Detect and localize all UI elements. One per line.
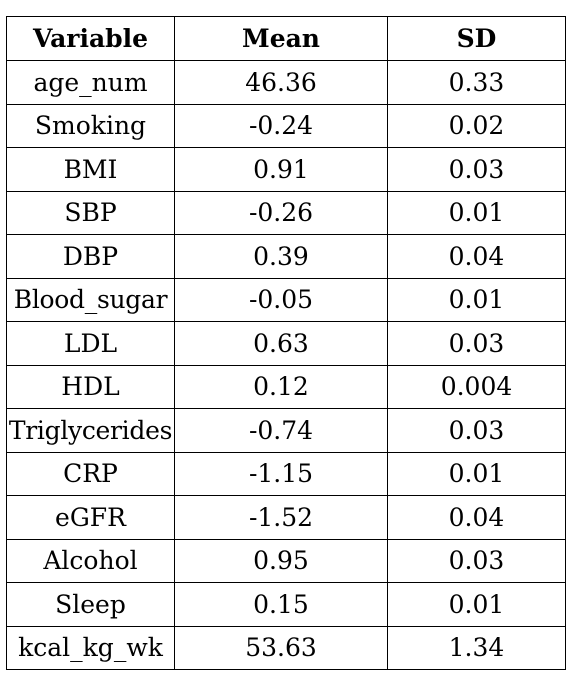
table-row: age_num 46.36 0.33 [6,60,566,105]
mean-cell: -0.05 [174,277,388,322]
table-row: HDL 0.12 0.004 [6,364,566,409]
variable-cell: eGFR [6,495,175,540]
sd-cell: 1.34 [387,625,566,670]
mean-cell: -1.15 [174,451,388,496]
variable-cell: DBP [6,234,175,279]
variable-cell: Alcohol [6,538,175,583]
sd-cell: 0.01 [387,277,566,322]
mean-cell: 53.63 [174,625,388,670]
variable-cell: BMI [6,147,175,192]
table-row: DBP 0.39 0.04 [6,234,566,279]
sd-cell: 0.03 [387,538,566,583]
variable-cell: kcal_kg_wk [6,625,175,670]
mean-cell: -0.24 [174,103,388,148]
mean-cell: -0.26 [174,190,388,235]
table-body: age_num 46.36 0.33 Smoking -0.24 0.02 BM… [6,60,566,670]
header-row: Variable Mean SD [6,16,566,61]
table-row: LDL 0.63 0.03 [6,321,566,366]
mean-cell: 0.63 [174,321,388,366]
table-row: Triglycerides -0.74 0.03 [6,408,566,453]
mean-cell: 0.12 [174,364,388,409]
table-row: Sleep 0.15 0.01 [6,582,566,627]
variable-cell: Blood_sugar [6,277,175,322]
variable-cell: age_num [6,60,175,105]
sd-cell: 0.03 [387,408,566,453]
sd-cell: 0.02 [387,103,566,148]
mean-cell: -0.74 [174,408,388,453]
variable-cell: SBP [6,190,175,235]
table-header: Variable Mean SD [6,16,566,61]
variable-cell: CRP [6,451,175,496]
sd-cell: 0.03 [387,147,566,192]
table-row: BMI 0.91 0.03 [6,147,566,192]
table-row: Alcohol 0.95 0.03 [6,538,566,583]
mean-cell: -1.52 [174,495,388,540]
mean-cell: 0.15 [174,582,388,627]
sd-cell: 0.04 [387,495,566,540]
header-sd: SD [387,16,566,61]
table-row: SBP -0.26 0.01 [6,190,566,235]
table-row: CRP -1.15 0.01 [6,451,566,496]
sd-cell: 0.01 [387,451,566,496]
variable-cell: Triglycerides [6,408,175,453]
sd-cell: 0.03 [387,321,566,366]
sd-cell: 0.01 [387,190,566,235]
header-mean: Mean [174,16,388,61]
sd-cell: 0.01 [387,582,566,627]
mean-cell: 46.36 [174,60,388,105]
table-row: kcal_kg_wk 53.63 1.34 [6,625,566,670]
variable-cell: Smoking [6,103,175,148]
statistics-table: Variable Mean SD age_num 46.36 0.33 Smok… [6,16,566,670]
variable-cell: Sleep [6,582,175,627]
variable-cell: LDL [6,321,175,366]
table-row: Smoking -0.24 0.02 [6,103,566,148]
header-variable: Variable [6,16,175,61]
mean-cell: 0.91 [174,147,388,192]
mean-cell: 0.95 [174,538,388,583]
variable-cell: HDL [6,364,175,409]
table-row: eGFR -1.52 0.04 [6,495,566,540]
mean-cell: 0.39 [174,234,388,279]
sd-cell: 0.33 [387,60,566,105]
sd-cell: 0.04 [387,234,566,279]
table-row: Blood_sugar -0.05 0.01 [6,277,566,322]
sd-cell: 0.004 [387,364,566,409]
